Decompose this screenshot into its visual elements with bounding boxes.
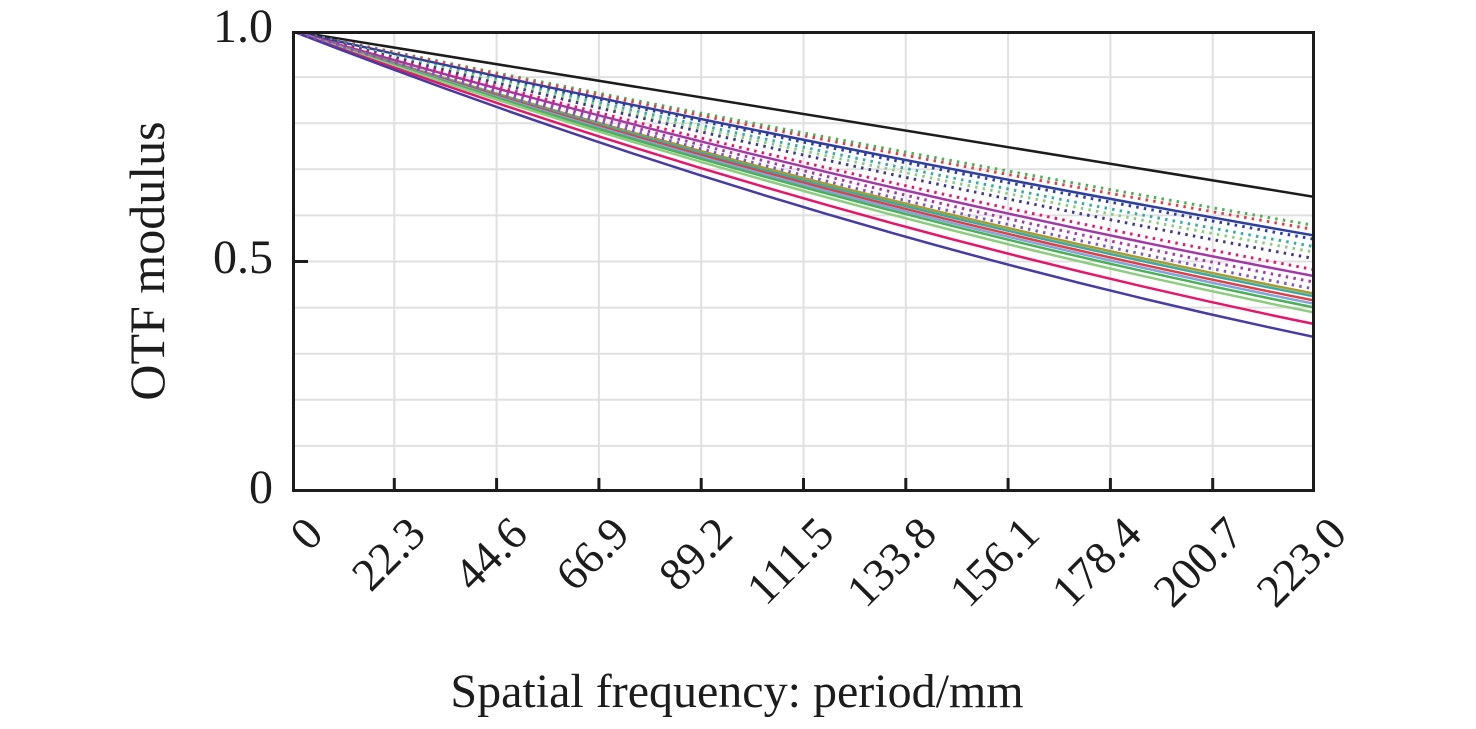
x-tick-label-200.7: 200.7 — [1143, 507, 1253, 617]
mtf-curve-tangential-crimson — [292, 31, 1315, 326]
y-tick-label-1.0: 1.0 — [213, 0, 273, 53]
mtf-curve-diffraction-limit-black — [292, 31, 1315, 199]
mtf-curve-tangential-lightgreen — [292, 31, 1315, 314]
plot-border — [292, 31, 1315, 492]
x-tick-label-111.5: 111.5 — [736, 507, 844, 615]
mtf-curve-tangential-green — [292, 31, 1315, 309]
mtf-curve-sagittal-violet — [292, 31, 1315, 291]
x-tick-label-22.3: 22.3 — [341, 507, 435, 601]
mtf-curve-tangential-indigo — [292, 31, 1315, 339]
x-axis-title: Spatial frequency: period/mm — [450, 665, 1024, 718]
x-tick-label-44.6: 44.6 — [443, 507, 537, 601]
x-tick-label-0: 0 — [279, 507, 333, 560]
mtf-curve-sagittal-crimson — [292, 31, 1315, 272]
mtf-curve-tangential-blue — [292, 31, 1315, 237]
mtf-curve-sagittal-navy — [292, 31, 1315, 261]
x-tick-label-223.0: 223.0 — [1246, 507, 1356, 617]
y-tick-label-0: 0 — [249, 461, 273, 514]
x-tick-label-178.4: 178.4 — [1041, 507, 1151, 617]
y-tick-label-0.5: 0.5 — [213, 230, 273, 284]
x-tick-label-156.1: 156.1 — [939, 507, 1049, 617]
mtf-curve-sagittal-magenta — [292, 31, 1315, 284]
plot-area — [292, 31, 1315, 492]
x-tick-label-66.9: 66.9 — [546, 507, 640, 601]
x-tick-label-133.8: 133.8 — [836, 507, 947, 617]
x-tick-label-89.2: 89.2 — [648, 507, 742, 601]
